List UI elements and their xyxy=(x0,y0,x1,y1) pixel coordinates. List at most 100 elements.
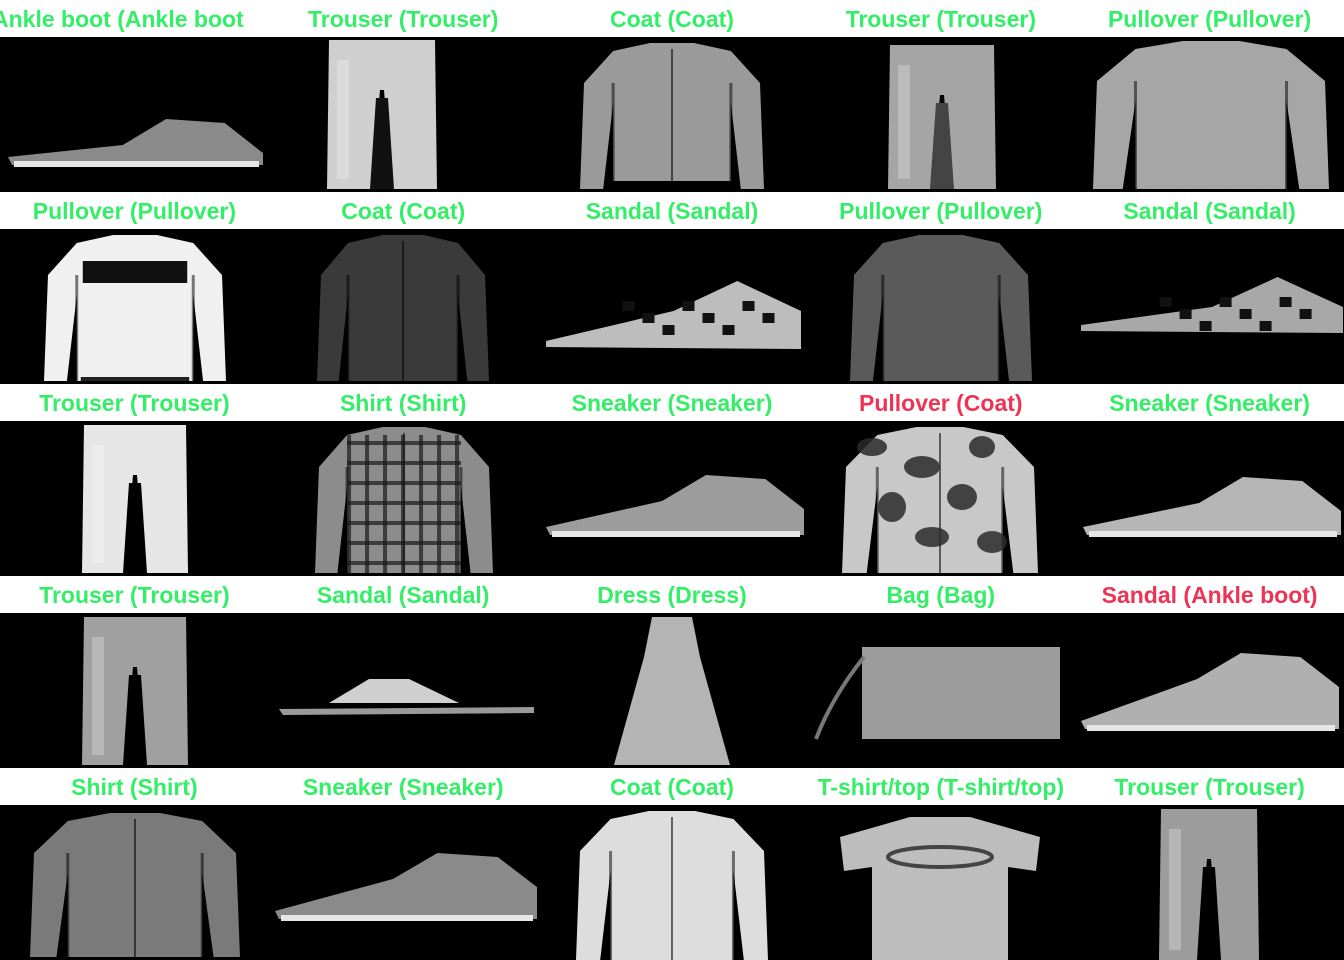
sandal-strap-gap xyxy=(722,325,735,335)
garment-image xyxy=(814,647,1061,740)
prediction-label-incorrect: Pullover (Coat) xyxy=(806,384,1076,421)
grid-cell: Shirt (Shirt) xyxy=(0,768,269,960)
garment-image xyxy=(274,853,537,921)
tshirt-icon xyxy=(806,805,1076,960)
sandal-strap-gap xyxy=(702,313,715,323)
camo-blot xyxy=(977,531,1008,553)
trouser-highlight xyxy=(336,60,349,179)
garment xyxy=(29,813,240,957)
prediction-label-correct: T-shirt/top (T-shirt/top) xyxy=(806,768,1076,805)
shoe-sole xyxy=(13,161,259,167)
garment-image xyxy=(888,45,997,189)
camo-blot xyxy=(969,436,996,458)
garment-image xyxy=(613,617,730,765)
trouser-highlight xyxy=(91,445,104,563)
trouser-icon xyxy=(0,613,269,768)
prediction-label-correct: Pullover (Pullover) xyxy=(1075,0,1344,37)
sandal-icon xyxy=(1075,229,1344,384)
sandal-strap-gap xyxy=(1259,321,1272,331)
shoe-sole xyxy=(1087,725,1336,731)
sandal-strap-gap xyxy=(662,325,675,335)
sandal-strap-gap xyxy=(1159,297,1172,307)
trouser-gap xyxy=(930,103,955,189)
grid-cell: Dress (Dress) xyxy=(537,576,807,768)
prediction-label-correct: Trouser (Trouser) xyxy=(806,0,1076,37)
trouser-body xyxy=(888,45,997,189)
grid-cell: Sandal (Sandal) xyxy=(537,192,807,384)
camo-blot xyxy=(878,492,907,522)
garment xyxy=(81,425,188,573)
garment xyxy=(850,235,1033,381)
plaid-h xyxy=(346,561,461,565)
garment xyxy=(7,119,263,167)
bag-strap xyxy=(814,655,866,740)
sandal-icon xyxy=(268,613,538,768)
sandal-strap-gap xyxy=(682,301,695,311)
garment-body xyxy=(850,235,1033,381)
garment xyxy=(545,281,801,349)
grid-cell: Sandal (Ankle boot) xyxy=(1075,576,1344,768)
plaid-v xyxy=(418,435,423,573)
dress-icon xyxy=(537,613,807,768)
garment xyxy=(81,617,188,765)
garment-image xyxy=(1083,477,1342,537)
prediction-label-incorrect: Sandal (Ankle boot) xyxy=(1075,576,1344,613)
garment xyxy=(613,617,730,765)
garment xyxy=(274,853,537,921)
grid-cell: Trouser (Trouser) xyxy=(0,384,269,576)
garment-image xyxy=(575,811,768,960)
garment-image xyxy=(1093,41,1330,189)
trouser-highlight xyxy=(1169,829,1182,950)
tshirt-body xyxy=(840,817,1041,960)
garment-image xyxy=(1081,277,1344,333)
sandal-body xyxy=(545,281,801,349)
prediction-label-correct: Shirt (Shirt) xyxy=(0,768,269,805)
prediction-label-correct: Trouser (Trouser) xyxy=(1075,768,1344,805)
shoe-upper xyxy=(7,119,263,165)
garment-body xyxy=(1093,41,1330,189)
sandal-strap-gap xyxy=(1199,321,1212,331)
grid-cell: Trouser (Trouser) xyxy=(1075,768,1344,960)
coat-icon xyxy=(806,421,1076,576)
trouser-gap xyxy=(122,483,147,573)
grid-cell: Sneaker (Sneaker) xyxy=(537,384,807,576)
sandal-body xyxy=(1081,277,1344,333)
logo-print xyxy=(82,261,188,283)
grid-cell: Pullover (Coat) xyxy=(806,384,1076,576)
prediction-label-correct: Sandal (Sandal) xyxy=(1075,192,1344,229)
shirt-icon xyxy=(0,805,269,960)
trouser-icon xyxy=(1075,805,1344,960)
garment-image xyxy=(1159,809,1260,960)
grid-cell: Trouser (Trouser) xyxy=(806,0,1076,192)
grid-cell: Trouser (Trouser) xyxy=(0,576,269,768)
shirt-icon xyxy=(268,421,538,576)
sneaker-icon xyxy=(1075,421,1344,576)
garment-image xyxy=(314,427,493,573)
garment xyxy=(278,679,534,715)
grid-cell: Bag (Bag) xyxy=(806,576,1076,768)
garment xyxy=(1093,41,1330,189)
grid-cell: Trouser (Trouser) xyxy=(268,0,538,192)
sandal-strap-gap xyxy=(1239,309,1252,319)
prediction-label-correct: Trouser (Trouser) xyxy=(0,576,269,613)
grid-cell: Coat (Coat) xyxy=(268,192,538,384)
grid-cell: T-shirt/top (T-shirt/top) xyxy=(806,768,1076,960)
garment xyxy=(1081,653,1340,731)
garment-image xyxy=(316,235,489,381)
garment-image xyxy=(81,617,188,765)
garment xyxy=(545,475,804,537)
grid-cell: Coat (Coat) xyxy=(537,0,807,192)
prediction-label-correct: Sandal (Sandal) xyxy=(268,576,538,613)
shoe-upper xyxy=(1081,653,1340,729)
garment-image xyxy=(840,817,1041,960)
grid-cell: Sandal (Sandal) xyxy=(268,576,538,768)
trouser-icon xyxy=(0,421,269,576)
trouser-gap xyxy=(122,675,147,765)
trouser-body xyxy=(326,40,437,189)
shoe-sole xyxy=(1089,531,1338,537)
trouser-icon xyxy=(268,37,538,192)
pullover-icon xyxy=(0,229,269,384)
garment-image xyxy=(842,427,1039,573)
garment-image xyxy=(278,679,534,715)
